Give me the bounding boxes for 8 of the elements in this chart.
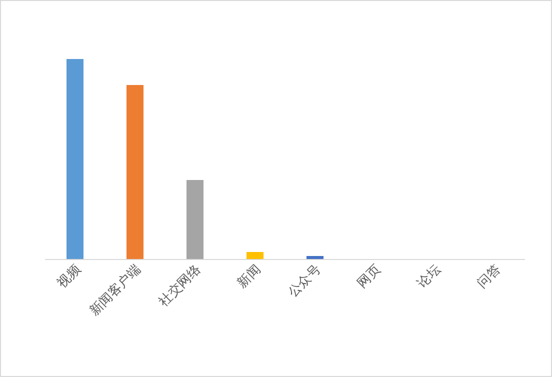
x-tick-label: 新闻客户端 xyxy=(86,262,144,319)
x-tick-label: 社交网络 xyxy=(156,262,204,310)
x-tick-label: 视频 xyxy=(54,262,84,292)
x-tick-label: 论坛 xyxy=(414,262,444,292)
x-tick-label: 新闻 xyxy=(234,262,264,292)
x-tick-label: 公众号 xyxy=(286,262,324,300)
x-tick-label: 网页 xyxy=(354,262,384,292)
x-tick-label: 问答 xyxy=(474,262,504,292)
